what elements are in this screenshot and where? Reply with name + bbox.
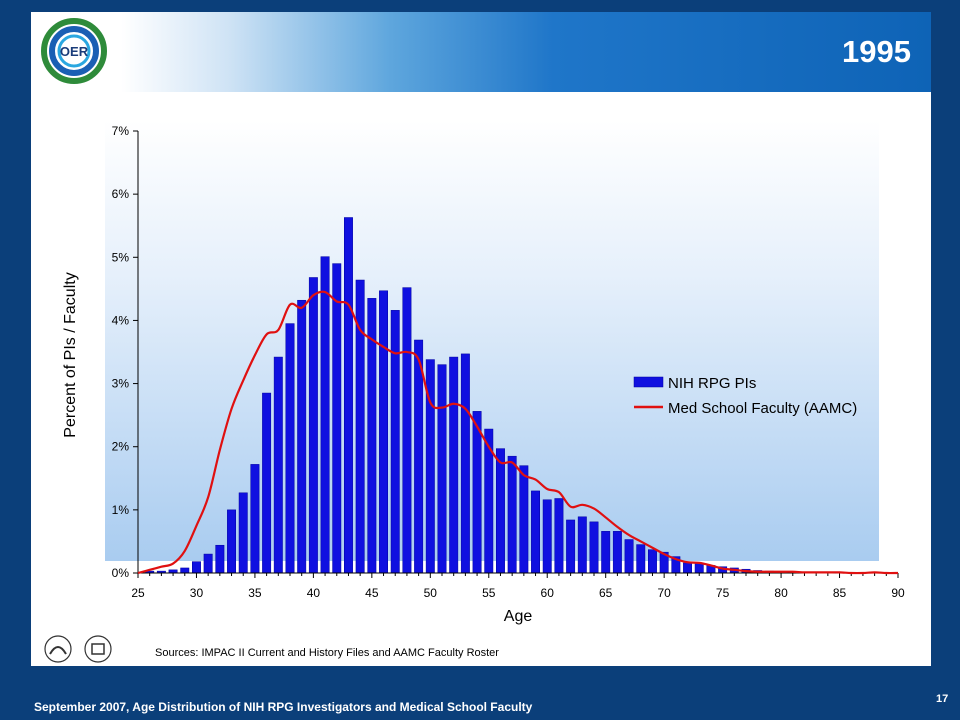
bar <box>402 287 412 574</box>
hhs-nih-logos <box>44 635 112 663</box>
x-tick-label: 25 <box>131 586 145 600</box>
x-tick-label: 70 <box>657 586 671 600</box>
slide-title: 1995 <box>842 34 911 69</box>
x-tick-label: 85 <box>833 586 847 600</box>
bar <box>566 519 576 574</box>
y-tick-label: 7% <box>112 124 130 138</box>
bar <box>320 256 330 574</box>
bar <box>531 490 540 574</box>
bar <box>577 516 587 574</box>
bar <box>273 356 283 574</box>
faculty-line <box>137 290 899 575</box>
line-series <box>137 290 899 575</box>
bar <box>542 499 552 574</box>
bar <box>648 549 657 574</box>
bar <box>589 521 599 574</box>
bar <box>624 539 634 574</box>
bar <box>379 290 388 574</box>
bar <box>683 562 692 574</box>
bar <box>437 364 447 574</box>
bar <box>344 217 353 574</box>
x-tick-label: 45 <box>365 586 379 600</box>
y-tick-label: 5% <box>112 250 130 264</box>
y-tick-label: 3% <box>112 377 130 391</box>
y-tick-label: 1% <box>112 503 130 517</box>
bar <box>496 448 505 574</box>
bar <box>297 299 307 574</box>
legend-label-line: Med School Faculty (AAMC) <box>668 400 857 417</box>
y-axis-label: Percent of PIs / Faculty <box>62 272 79 438</box>
bar <box>332 263 342 574</box>
x-tick-label: 75 <box>716 586 730 600</box>
bar <box>308 277 318 574</box>
y-tick-label: 2% <box>112 440 130 454</box>
footer-text: September 2007, Age Distribution of NIH … <box>34 700 533 714</box>
bar <box>636 544 646 574</box>
y-tick-label: 6% <box>112 187 130 201</box>
bar <box>203 553 213 574</box>
x-tick-label: 60 <box>541 586 555 600</box>
page-number: 17 <box>936 693 949 705</box>
x-tick-label: 30 <box>190 586 204 600</box>
legend: NIH RPG PIs Med School Faculty (AAMC) <box>633 375 857 417</box>
x-tick-label: 40 <box>307 586 321 600</box>
x-tick-label: 80 <box>774 586 788 600</box>
oer-logo: OER <box>41 18 107 84</box>
x-tick-label: 35 <box>248 586 262 600</box>
legend-label-bars: NIH RPG PIs <box>668 375 756 392</box>
source-note: Sources: IMPAC II Current and History Fi… <box>155 647 499 659</box>
bar <box>472 411 482 574</box>
bar <box>519 465 529 574</box>
y-tick-label: 4% <box>112 313 130 327</box>
bar <box>238 492 248 574</box>
bar <box>262 392 272 574</box>
legend-swatch-bars <box>633 376 664 388</box>
x-axis-label: Age <box>503 608 533 625</box>
bar <box>215 544 225 574</box>
bar <box>507 455 517 574</box>
bar <box>460 353 470 574</box>
bar <box>414 339 424 574</box>
axes <box>133 130 899 578</box>
bar-series <box>145 217 844 574</box>
x-tick-label: 50 <box>424 586 438 600</box>
tick-labels: 0% 1% 2% 3% 4% 5% 6% 7% 25 30 35 40 45 50 55 60 65 70 75 80… <box>112 124 905 600</box>
y-tick-label: 0% <box>112 566 130 580</box>
logo-text: OER <box>60 44 89 59</box>
bar <box>601 531 611 574</box>
bar <box>192 561 201 574</box>
x-tick-label: 90 <box>891 586 905 600</box>
bar <box>285 323 295 574</box>
x-tick-label: 65 <box>599 586 613 600</box>
bar <box>554 498 564 574</box>
bar <box>449 356 459 574</box>
bar <box>250 464 260 574</box>
bar <box>390 310 400 574</box>
x-tick-label: 55 <box>482 586 496 600</box>
bar <box>612 531 622 574</box>
bar <box>180 567 190 574</box>
bar <box>227 509 236 574</box>
title-banner: OER 1995 <box>31 12 931 92</box>
